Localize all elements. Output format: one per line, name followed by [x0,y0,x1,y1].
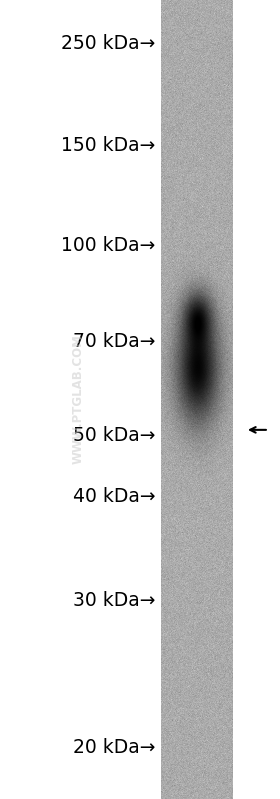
Text: 30 kDa→: 30 kDa→ [73,591,155,610]
Text: 250 kDa→: 250 kDa→ [61,34,155,54]
Text: 50 kDa→: 50 kDa→ [73,426,155,445]
Text: 100 kDa→: 100 kDa→ [61,236,155,255]
Text: WWW.PTGLAB.COM: WWW.PTGLAB.COM [72,335,85,464]
Text: 70 kDa→: 70 kDa→ [73,332,155,351]
Text: 150 kDa→: 150 kDa→ [61,136,155,155]
Text: 20 kDa→: 20 kDa→ [73,737,155,757]
Text: 40 kDa→: 40 kDa→ [73,487,155,507]
